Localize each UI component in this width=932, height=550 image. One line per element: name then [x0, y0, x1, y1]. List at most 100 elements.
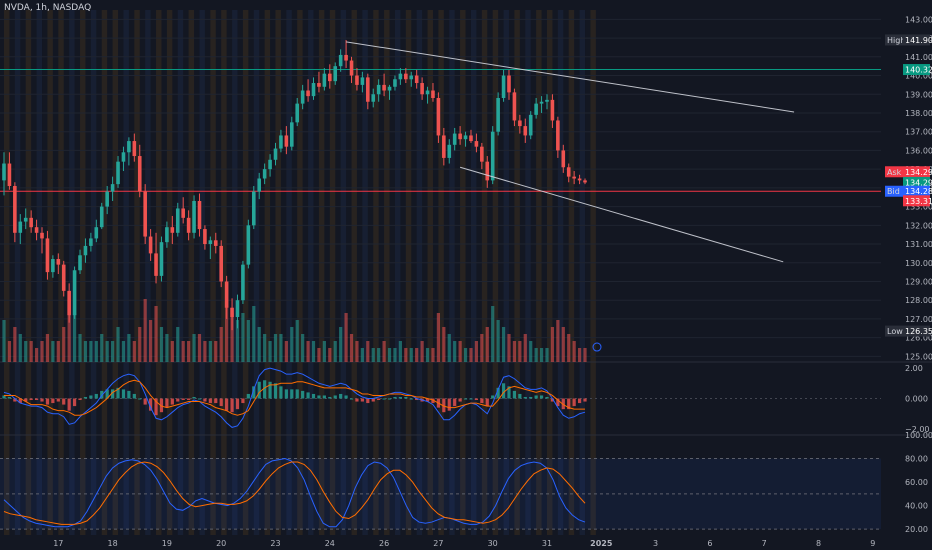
macd-histogram-bar: [100, 390, 104, 399]
time-tick-label: 17: [53, 539, 63, 548]
volume-bar: [480, 334, 484, 362]
price-label-value: 134.29: [905, 168, 932, 177]
macd-histogram-bar: [306, 392, 310, 399]
price-label-box: [903, 176, 930, 188]
candle-body: [34, 227, 39, 233]
session-band: [362, 10, 368, 535]
macd-histogram-bar: [208, 398, 212, 404]
candle-body: [360, 77, 365, 85]
volume-bar: [170, 341, 174, 362]
stoch-d-line: [3, 461, 586, 525]
volume-bar: [567, 334, 571, 362]
session-band: [470, 10, 477, 535]
volume-bar: [279, 334, 283, 362]
volume-bar: [577, 348, 582, 362]
candle-body: [137, 156, 142, 192]
session-band: [416, 10, 423, 535]
macd-tick-label: 2.00: [905, 364, 923, 373]
volume-bar: [34, 348, 39, 362]
macd-histogram-bar: [431, 398, 435, 404]
volume-bar: [496, 320, 500, 362]
price-label-value: 140.32: [905, 66, 932, 75]
session-band: [242, 10, 249, 535]
time-tick-label: 6: [707, 539, 712, 548]
macd-histogram-bar: [295, 389, 299, 399]
price-label-box: [903, 34, 930, 46]
macd-histogram-bar: [360, 398, 364, 402]
macd-histogram-bar: [425, 398, 430, 402]
candle-body: [366, 77, 370, 102]
volume-bar: [7, 341, 12, 362]
macd-histogram-bar: [78, 398, 82, 401]
candle-body: [273, 148, 278, 160]
volume-bar: [105, 341, 109, 362]
price-label-value: 134.29: [905, 178, 932, 187]
volume-bar: [295, 320, 299, 362]
price-label-name: High: [887, 36, 905, 45]
volume-bar: [453, 341, 457, 362]
volume-bar: [398, 341, 402, 362]
time-tick-label: 18: [108, 539, 118, 548]
macd-histogram-bar: [442, 398, 446, 413]
candle-body: [523, 126, 528, 136]
price-label-value: 133.31: [905, 197, 932, 206]
macd-histogram-bar: [29, 398, 33, 401]
session-band: [25, 10, 32, 535]
candle-body: [583, 180, 587, 183]
macd-histogram-bar: [246, 393, 250, 399]
volume-bar: [252, 306, 256, 362]
macd-histogram-bar: [355, 398, 359, 402]
price-tick-label: 129.00: [905, 277, 932, 286]
candle-body: [23, 217, 28, 222]
macd-histogram-bar: [214, 398, 218, 404]
macd-histogram-bar: [121, 389, 126, 399]
price-tick-label: 131.00: [905, 240, 932, 249]
volume-bar: [67, 299, 71, 362]
session-band: [460, 10, 466, 535]
volume-bar: [545, 348, 549, 362]
price-tick-label: 127.00: [905, 315, 932, 324]
volume-bar: [214, 341, 218, 362]
macd-histogram-bar: [290, 389, 294, 399]
candle-body: [289, 122, 294, 147]
candle-body: [94, 227, 99, 239]
volume-bar: [159, 327, 164, 362]
volume-bar: [143, 299, 147, 362]
macd-histogram-bar: [349, 398, 354, 400]
macd-histogram-bar: [45, 398, 50, 405]
price-label-tag: [885, 166, 903, 178]
chart-title: NVDA, 1h, NASDAQ: [4, 3, 92, 13]
volume-bar: [447, 334, 451, 362]
volume-bar: [572, 341, 576, 362]
macd-histogram-bar: [13, 398, 17, 402]
macd-histogram-bar: [40, 398, 44, 402]
session-band: [318, 10, 325, 535]
volume-bar: [404, 348, 408, 362]
volume-bar: [13, 327, 17, 362]
session-band: [329, 10, 336, 535]
session-band: [384, 10, 390, 535]
candle-body: [550, 99, 555, 121]
candle-body: [442, 135, 446, 158]
macd-histogram-bar: [72, 398, 77, 407]
volume-bar: [83, 341, 88, 362]
macd-histogram-bar: [480, 398, 484, 404]
session-band: [394, 10, 401, 535]
volume-bar: [393, 348, 397, 362]
macd-tick-label: −2.00: [905, 425, 930, 434]
volume-bar: [268, 341, 272, 362]
session-band: [547, 10, 553, 535]
time-tick-label: 9: [870, 539, 875, 548]
macd-histogram-bar: [154, 398, 158, 416]
candle-body: [566, 167, 571, 177]
candle-body: [40, 232, 44, 239]
macd-histogram-bar: [398, 396, 402, 399]
macd-histogram-bar: [458, 398, 462, 402]
volume-bar: [284, 341, 288, 362]
stoch-tick-label: 60.00: [905, 478, 928, 487]
time-tick-label: 31: [542, 539, 552, 548]
candle-body: [306, 90, 310, 97]
candle-body: [425, 90, 430, 95]
volume-bar: [192, 334, 196, 362]
